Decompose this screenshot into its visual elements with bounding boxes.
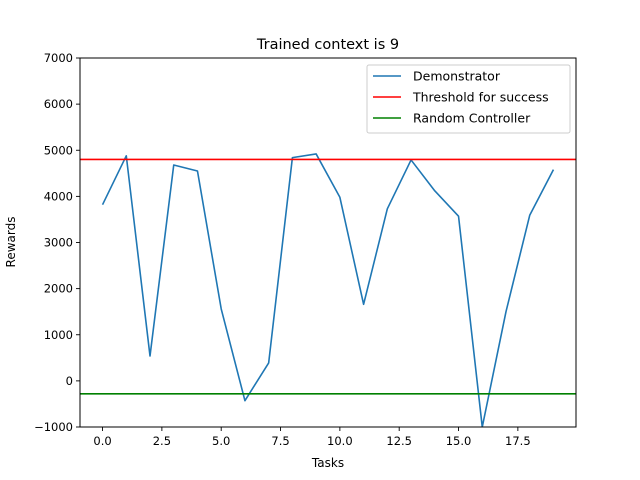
y-tick-label: 0	[66, 374, 73, 388]
chart-title: Trained context is 9	[256, 37, 399, 53]
legend-box	[366, 64, 571, 134]
x-tick-label: 10.0	[327, 434, 353, 448]
y-tick-label: 5000	[44, 143, 73, 157]
y-tick-label: 4000	[44, 189, 73, 203]
legend: Demonstrator Threshold for success Random …	[366, 64, 571, 134]
legend-label: Threshold for success	[412, 90, 549, 105]
y-tick-label: 6000	[44, 97, 73, 111]
legend-label: Demonstrator	[413, 69, 501, 84]
y-tick-label: 3000	[44, 236, 73, 250]
series-layer	[80, 153, 576, 427]
y-tick-label: 1000	[44, 328, 73, 342]
plot-area	[80, 153, 576, 427]
x-tick-label: 2.5	[153, 434, 171, 448]
y-axis: −1000 0 1000 2000 3000 4000 5000 6000 7000	[34, 51, 80, 434]
x-tick-label: 15.0	[446, 434, 472, 448]
y-tick-label: −1000	[34, 420, 73, 434]
legend-label: Random Controller	[413, 111, 531, 126]
x-tick-label: 17.5	[505, 434, 531, 448]
y-axis-label: Rewards	[4, 217, 18, 268]
x-tick-label: 5.0	[212, 434, 230, 448]
y-tick-label: 7000	[44, 51, 73, 65]
y-tick-label: 2000	[44, 282, 73, 296]
series-line-0	[101, 153, 555, 427]
x-tick-label: 0.0	[93, 434, 111, 448]
x-axis-label: Tasks	[311, 456, 344, 470]
x-axis: 0.0 2.5 5.0 7.5 10.0 12.5 15.0 17.5	[93, 427, 531, 448]
x-tick-label: 12.5	[386, 434, 412, 448]
x-tick-label: 7.5	[271, 434, 289, 448]
